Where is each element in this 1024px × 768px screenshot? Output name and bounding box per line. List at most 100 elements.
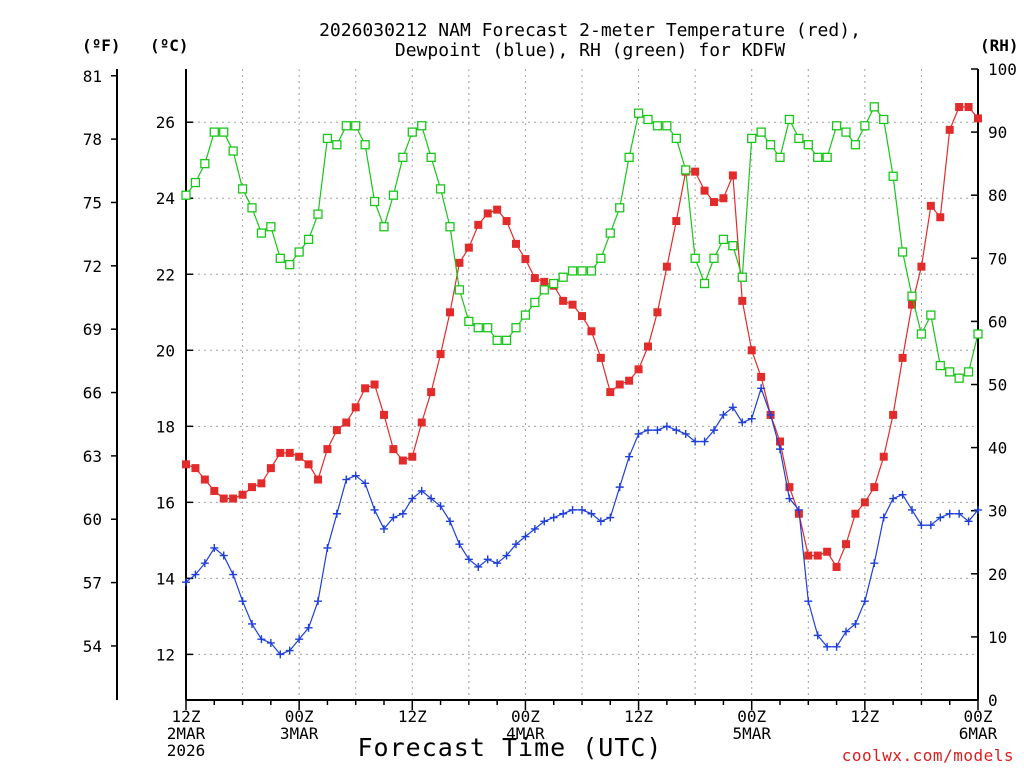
2-meter-temperature-point	[276, 448, 285, 457]
rh-tick-label: 40	[988, 439, 1007, 458]
dewpoint-point	[851, 619, 860, 628]
dewpoint-point	[700, 437, 709, 446]
dewpoint-point	[229, 570, 238, 579]
relative-humidity-point	[398, 152, 408, 162]
x-tick-label: 2026	[167, 741, 206, 760]
dewpoint-point	[276, 650, 285, 659]
2-meter-temperature-point	[578, 312, 586, 321]
fahrenheit-tick-label: 81	[83, 67, 102, 86]
dewpoint-point	[549, 513, 558, 522]
dewpoint-point	[813, 631, 822, 640]
x-tick-label: 3MAR	[280, 724, 319, 743]
relative-humidity-point	[973, 329, 983, 339]
2-meter-temperature-point	[417, 418, 426, 427]
2-meter-temperature-point	[634, 365, 643, 374]
relative-humidity-point	[652, 121, 663, 131]
x-tick-label: 12Z	[398, 707, 427, 726]
relative-humidity-point	[209, 127, 219, 137]
relative-humidity-point	[417, 121, 427, 131]
dewpoint-point	[483, 555, 492, 564]
dewpoint-point	[521, 532, 530, 541]
2-meter-temperature-point	[483, 209, 492, 218]
dewpoint-point	[719, 410, 728, 419]
relative-humidity-point	[756, 127, 766, 137]
2-meter-temperature-point	[408, 452, 417, 461]
2-meter-temperature-point	[879, 452, 888, 461]
2-meter-temperature-point	[870, 483, 879, 492]
dewpoint-point	[342, 475, 351, 484]
2-meter-temperature-point	[398, 456, 407, 465]
relative-humidity-point	[690, 253, 700, 263]
x-tick-label: 12Z	[624, 707, 653, 726]
dewpoint-point	[530, 524, 539, 533]
dewpoint-point	[955, 509, 964, 518]
relative-humidity-point	[190, 177, 201, 188]
2-meter-temperature-point	[502, 217, 511, 226]
relative-humidity-point	[407, 127, 417, 137]
2-meter-temperature-point	[936, 213, 945, 222]
dewpoint-point	[757, 384, 766, 393]
relative-humidity-point	[539, 285, 549, 295]
relative-humidity-point	[803, 140, 813, 150]
rh-tick-label: 90	[988, 123, 1007, 142]
2-meter-temperature-point	[653, 308, 662, 317]
dewpoint-point	[889, 494, 898, 503]
2-meter-temperature-point	[540, 277, 549, 286]
rh-tick-label: 70	[988, 249, 1007, 268]
relative-humidity-point	[445, 222, 455, 232]
celsius-tick-label: 24	[156, 189, 175, 208]
relative-humidity-point	[926, 310, 936, 320]
dewpoint-point	[964, 517, 973, 526]
2-meter-temperature-point	[361, 384, 370, 393]
x-tick-label: 12Z	[172, 707, 201, 726]
relative-humidity-point	[549, 278, 559, 289]
2-meter-temperature-point	[474, 220, 483, 229]
dewpoint-point	[389, 513, 398, 522]
dewpoint-point	[540, 517, 549, 526]
dewpoint-point	[662, 422, 671, 431]
dewpoint-point	[417, 486, 426, 495]
relative-humidity-point	[341, 121, 351, 131]
relative-humidity-point	[275, 253, 285, 263]
dewpoint-point	[380, 524, 388, 533]
relative-humidity-point	[200, 158, 210, 169]
relative-humidity-point	[567, 266, 578, 276]
dewpoint-point	[512, 540, 520, 549]
celsius-tick-label: 20	[156, 341, 175, 360]
relative-humidity-point	[492, 335, 502, 345]
dewpoint-point	[332, 509, 341, 518]
relative-humidity-point	[256, 228, 267, 238]
celsius-tick-label: 12	[156, 645, 175, 664]
relative-humidity-point	[718, 234, 729, 245]
fahrenheit-tick-label: 72	[83, 257, 102, 276]
celsius-tick-label: 16	[156, 493, 175, 512]
relative-humidity-point	[765, 140, 776, 150]
relative-humidity-point	[671, 133, 681, 144]
rh-tick-label: 0	[988, 691, 998, 710]
fahrenheit-tick-label: 69	[83, 320, 102, 339]
relative-humidity-point	[313, 209, 323, 219]
relative-humidity-point	[813, 152, 823, 162]
dewpoint-point	[191, 570, 200, 579]
2-meter-temperature-point	[455, 258, 464, 267]
relative-humidity-point	[360, 140, 370, 150]
2-meter-temperature-point	[955, 103, 964, 112]
2-meter-temperature-point	[266, 464, 275, 473]
dewpoint-point	[474, 562, 483, 571]
dewpoint-point	[917, 521, 926, 530]
2-meter-temperature-point	[323, 445, 332, 454]
celsius-tick-label: 14	[156, 569, 175, 588]
dewpoint-point	[870, 559, 879, 568]
relative-humidity-point	[520, 310, 531, 320]
x-tick-label: 12Z	[850, 707, 879, 726]
2-meter-temperature-point	[700, 186, 709, 195]
2-meter-temperature-point	[464, 243, 473, 252]
2-meter-temperature-point	[200, 475, 209, 484]
2-meter-temperature-point	[219, 494, 228, 503]
relative-humidity-point	[954, 373, 964, 383]
relative-humidity-point	[869, 102, 879, 112]
dewpoint-point	[427, 494, 436, 503]
dewpoint-point	[747, 414, 756, 423]
relative-humidity-point	[822, 152, 832, 162]
